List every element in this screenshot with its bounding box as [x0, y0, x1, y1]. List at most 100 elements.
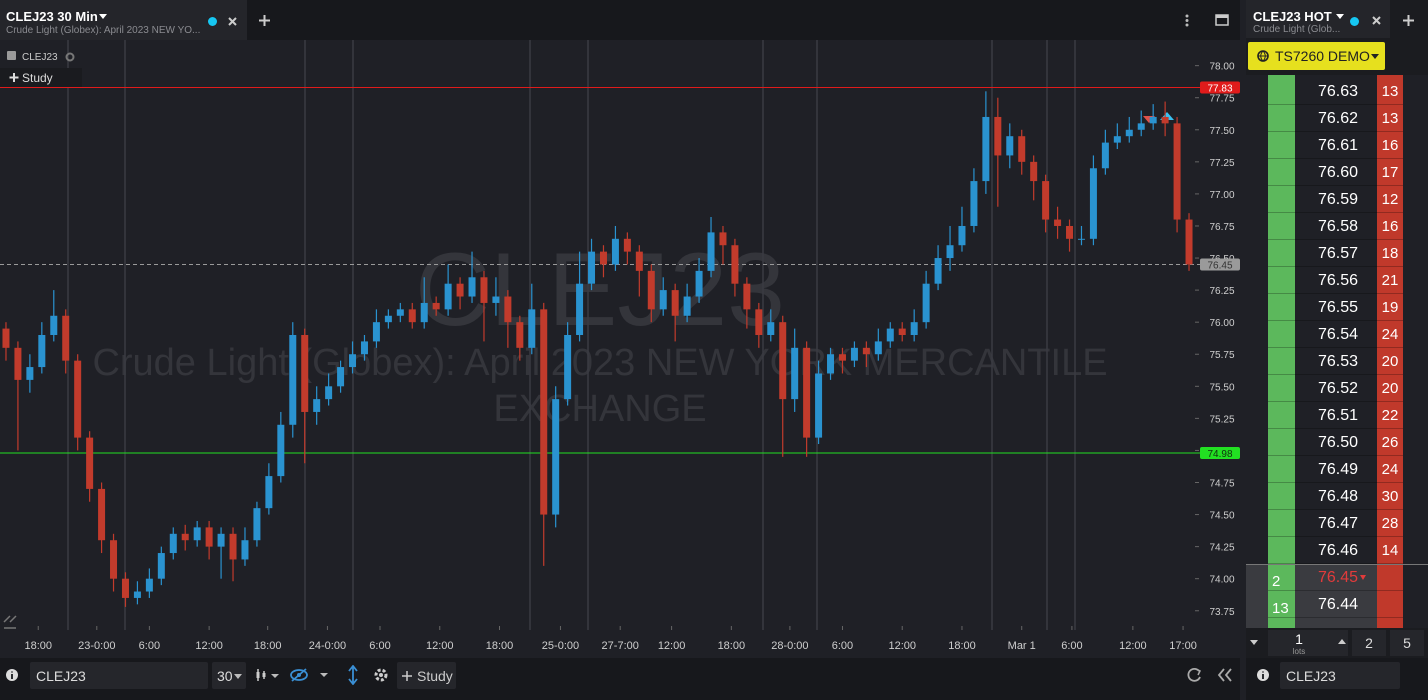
candle-body: [1101, 142, 1109, 169]
price: 76.51: [1317, 407, 1359, 424]
candle-body: [229, 533, 237, 560]
dropdown-caret[interactable]: [1336, 14, 1344, 19]
x-tick-label: 25-0:00: [542, 640, 579, 652]
price: 76.57: [1317, 245, 1359, 262]
account-button[interactable]: TS7260 DEMO: [1248, 42, 1385, 70]
ask-size: 22: [1381, 407, 1399, 424]
window-icon[interactable]: [1215, 14, 1229, 26]
candle-body: [145, 578, 153, 592]
ladder-row: 76.63 13: [1246, 78, 1428, 105]
x-tick-label: 6:00: [832, 640, 853, 652]
candle-body: [241, 540, 249, 560]
candle-body: [719, 232, 727, 246]
ask-size: 16: [1381, 137, 1399, 154]
ask-size: 21: [1381, 272, 1399, 289]
collapse-button[interactable]: [1217, 668, 1233, 682]
study-button-bg[interactable]: [0, 68, 82, 88]
ask-size: 30: [1381, 488, 1399, 505]
ask-size: 20: [1381, 380, 1399, 397]
candle-body: [1066, 225, 1074, 239]
candle-body: [1077, 238, 1085, 240]
candle-body: [946, 245, 954, 259]
candle-body: [110, 540, 118, 579]
candle-body: [994, 116, 1002, 156]
legend-swatch: [7, 51, 16, 60]
price: 76.45: [1317, 569, 1359, 586]
candle-body: [444, 283, 452, 310]
quantity-box[interactable]: [1268, 630, 1348, 656]
candle-body: [468, 277, 476, 297]
status-dot: [208, 17, 217, 26]
quantity-preset[interactable]: 2: [1352, 630, 1386, 656]
candle-body: [755, 309, 763, 335]
row-divider: [1268, 320, 1403, 321]
ladder-row: 76.60 17: [1246, 159, 1428, 186]
x-tick-label: 12:00: [195, 640, 223, 652]
dropdown-caret: [1371, 54, 1379, 59]
candle-body: [98, 488, 106, 541]
interval-select[interactable]: 30: [212, 662, 246, 689]
row-divider: [1268, 185, 1403, 186]
candle-body: [456, 283, 464, 297]
quantity-unit: lots: [1292, 647, 1306, 656]
candle-body: [647, 270, 655, 310]
y-tick-label: 77.00: [1209, 190, 1234, 201]
ask-size: 13: [1381, 110, 1399, 127]
study-button[interactable]: Study: [22, 71, 53, 85]
x-tick-label: 12:00: [1119, 640, 1147, 652]
candle-body: [384, 315, 392, 323]
close-tab[interactable]: [228, 17, 237, 26]
candle-body: [313, 399, 321, 412]
dropdown-caret: [234, 674, 242, 679]
quantity-preset[interactable]: 5: [1390, 630, 1424, 656]
settings-button[interactable]: [373, 667, 389, 683]
dom-symbol-input[interactable]: CLEJ23: [1280, 662, 1400, 689]
candle-body: [2, 328, 10, 348]
candle-body: [982, 116, 990, 182]
menu-icon[interactable]: [1185, 14, 1189, 27]
bid-column: [1268, 75, 1295, 628]
close-tab[interactable]: [1372, 16, 1381, 25]
add-tab[interactable]: [259, 15, 270, 26]
candle-body: [26, 367, 34, 380]
candle-body: [827, 354, 835, 374]
candle-body: [1137, 123, 1145, 130]
dropdown-caret[interactable]: [99, 14, 107, 19]
chart-style-button[interactable]: [255, 667, 281, 683]
y-tick-label: 74.50: [1209, 511, 1234, 522]
x-tick-label: 18:00: [718, 640, 746, 652]
price-ladder: 76.63 13 76.62 13 76.61 16 76.60 17 76.59 12 76.58…: [1246, 78, 1428, 628]
candle-body: [301, 335, 309, 412]
y-tick-label: 73.75: [1209, 607, 1234, 618]
globe-icon: [1257, 50, 1269, 62]
ask-size: 12: [1381, 191, 1399, 208]
candle-body: [623, 238, 631, 252]
candle-body: [337, 367, 345, 387]
row-divider: [1268, 509, 1403, 510]
price: 76.54: [1317, 326, 1359, 343]
info-icon[interactable]: [1256, 668, 1270, 682]
legend-settings[interactable]: [65, 52, 75, 62]
info-icon[interactable]: [5, 668, 19, 682]
candle-body: [635, 251, 643, 271]
candle-body: [803, 347, 811, 438]
quantity-up[interactable]: [1338, 639, 1346, 644]
reset-button[interactable]: [1187, 667, 1203, 683]
price: 76.56: [1317, 272, 1359, 289]
study-toolbar-button[interactable]: Study: [397, 662, 456, 689]
visibility-button[interactable]: [290, 667, 332, 683]
candle-body: [910, 322, 918, 335]
ladder-row: 76.46 14: [1246, 537, 1428, 564]
dom-tab[interactable]: [1246, 0, 1390, 38]
add-tab[interactable]: [1403, 15, 1414, 26]
candle-body: [420, 302, 428, 323]
symbol-input[interactable]: CLEJ23: [30, 662, 208, 689]
candle-body: [683, 296, 691, 316]
chart-tab[interactable]: CLEJ23 30 Min Crude Light (Globex): Apri…: [0, 0, 247, 40]
ask-size: 24: [1381, 326, 1399, 343]
quantity-down[interactable]: [1250, 640, 1258, 645]
candle-body: [898, 328, 906, 335]
ladder-row: 76.62 13: [1246, 105, 1428, 132]
autoscale-button[interactable]: [348, 665, 358, 685]
